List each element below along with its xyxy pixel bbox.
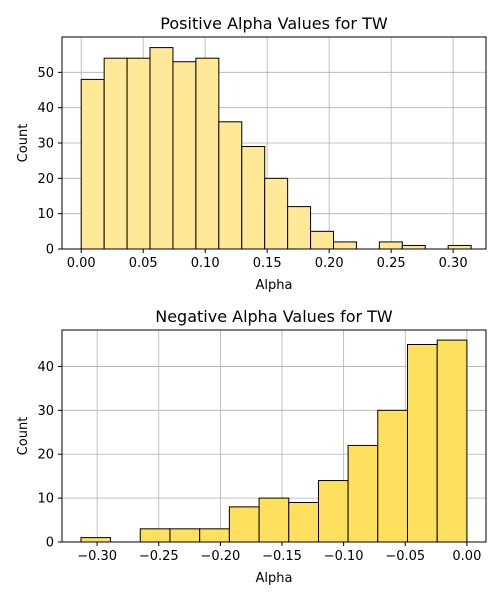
- axes-frame: [61, 329, 487, 543]
- histogram-bar: [126, 57, 151, 250]
- x-tick-label: 0.05: [129, 256, 158, 271]
- y-tick-label: 10: [37, 207, 54, 222]
- histogram-bar: [287, 206, 312, 250]
- chart-title: Negative Alpha Values for TW: [155, 307, 393, 326]
- histogram-bar: [80, 78, 105, 250]
- chart-panel-1: 0.00 0.05 0.10 0.15 0.20 0.25 0.30 0 10 20 30 40 50 P…: [16, 14, 487, 293]
- x-tick-label: 0.10: [191, 256, 220, 271]
- y-tick-label: 20: [37, 448, 54, 463]
- histogram-bar: [80, 537, 112, 543]
- x-tick-label: 0.25: [377, 256, 406, 271]
- histogram-bar: [139, 528, 171, 543]
- y-tick-label: 0: [46, 536, 54, 551]
- x-tick-label: 0.15: [253, 256, 282, 271]
- x-tick-label: −0.10: [324, 549, 364, 564]
- histogram-bar: [333, 241, 357, 250]
- histogram-bar: [378, 241, 403, 250]
- histogram-bar: [228, 506, 260, 543]
- histogram-bar: [288, 501, 319, 543]
- y-axis-label: Count: [16, 417, 31, 456]
- x-tick-label: 0.20: [315, 256, 344, 271]
- chart-panel-2: −0.30 −0.25 −0.20 −0.15 −0.10 −0.05 0.00 0 10 20 3…: [16, 307, 487, 586]
- histogram-bar: [347, 444, 379, 543]
- y-tick-label: 10: [37, 492, 54, 507]
- histogram-bar: [169, 528, 201, 543]
- y-tick-label: 50: [37, 66, 54, 81]
- x-tick-label: −0.25: [139, 549, 179, 564]
- x-tick-label: −0.05: [385, 549, 425, 564]
- chart-title: Positive Alpha Values for TW: [160, 14, 388, 33]
- histogram-bar: [241, 146, 266, 250]
- histogram-bar: [447, 244, 472, 250]
- x-axis-label: Alpha: [256, 278, 293, 293]
- histogram-bar: [149, 47, 174, 250]
- histogram-bar: [103, 57, 128, 250]
- histogram-bar: [401, 244, 426, 250]
- histogram-bar: [310, 230, 335, 250]
- y-tick-label: 20: [37, 172, 54, 187]
- y-tick-label: 0: [46, 243, 54, 258]
- x-tick-label: 0.30: [439, 256, 468, 271]
- y-tick-label: 30: [37, 137, 54, 152]
- x-tick-label: −0.30: [77, 549, 117, 564]
- histogram-bar: [172, 61, 197, 250]
- histogram-bar: [258, 497, 290, 543]
- y-tick-label: 30: [37, 404, 54, 419]
- histogram-bar: [436, 339, 468, 543]
- y-axis-label: Count: [16, 124, 31, 163]
- histogram-bar: [317, 480, 349, 543]
- histogram-bar: [199, 528, 230, 543]
- histogram-bar: [264, 177, 289, 250]
- histogram-bar: [195, 57, 220, 250]
- x-axis-label: Alpha: [256, 571, 293, 586]
- y-tick-label: 40: [37, 101, 54, 116]
- histogram-bar: [377, 409, 408, 543]
- x-tick-label: 0.00: [67, 256, 96, 271]
- x-tick-label: −0.15: [262, 549, 302, 564]
- x-tick-label: −0.20: [200, 549, 240, 564]
- y-tick-label: 40: [37, 360, 54, 375]
- histogram-bar: [218, 121, 243, 250]
- x-tick-label: 0.00: [452, 549, 481, 564]
- histogram-bar: [406, 343, 438, 543]
